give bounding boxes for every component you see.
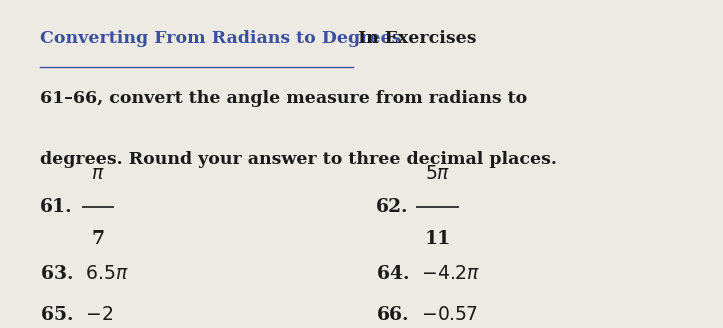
Text: $5\pi$: $5\pi$ [424, 165, 450, 183]
Text: 66.  $-0.57$: 66. $-0.57$ [376, 306, 478, 324]
Text: 62.: 62. [376, 198, 408, 215]
Text: degrees. Round your answer to three decimal places.: degrees. Round your answer to three deci… [40, 151, 557, 168]
Text: 65.  $-2$: 65. $-2$ [40, 306, 114, 324]
Text: 61.: 61. [40, 198, 72, 215]
Text: Converting From Radians to Degrees: Converting From Radians to Degrees [40, 30, 401, 47]
Text: 63.  $6.5\pi$: 63. $6.5\pi$ [40, 265, 129, 283]
Text: 7: 7 [91, 231, 104, 248]
Text: 64.  $-4.2\pi$: 64. $-4.2\pi$ [376, 265, 479, 283]
Text: In Exercises: In Exercises [358, 30, 476, 47]
Text: 11: 11 [424, 231, 450, 248]
Text: $\pi$: $\pi$ [91, 165, 104, 183]
Text: 61–66, convert the angle measure from radians to: 61–66, convert the angle measure from ra… [40, 90, 527, 107]
